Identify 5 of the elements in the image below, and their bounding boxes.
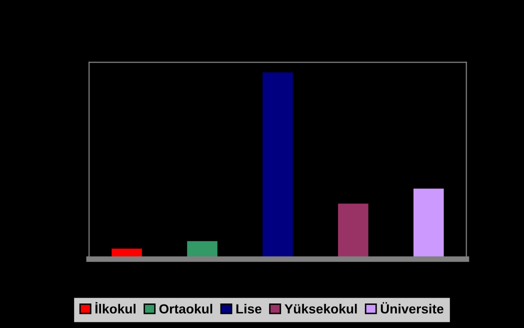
legend-label: Lise [236,304,262,314]
legend-label: Ortaokul [159,304,212,314]
legend-label: İlkokul [95,302,136,314]
legend-label: Yüksekokul [284,304,357,314]
legend-label: Üniversite [380,302,444,314]
